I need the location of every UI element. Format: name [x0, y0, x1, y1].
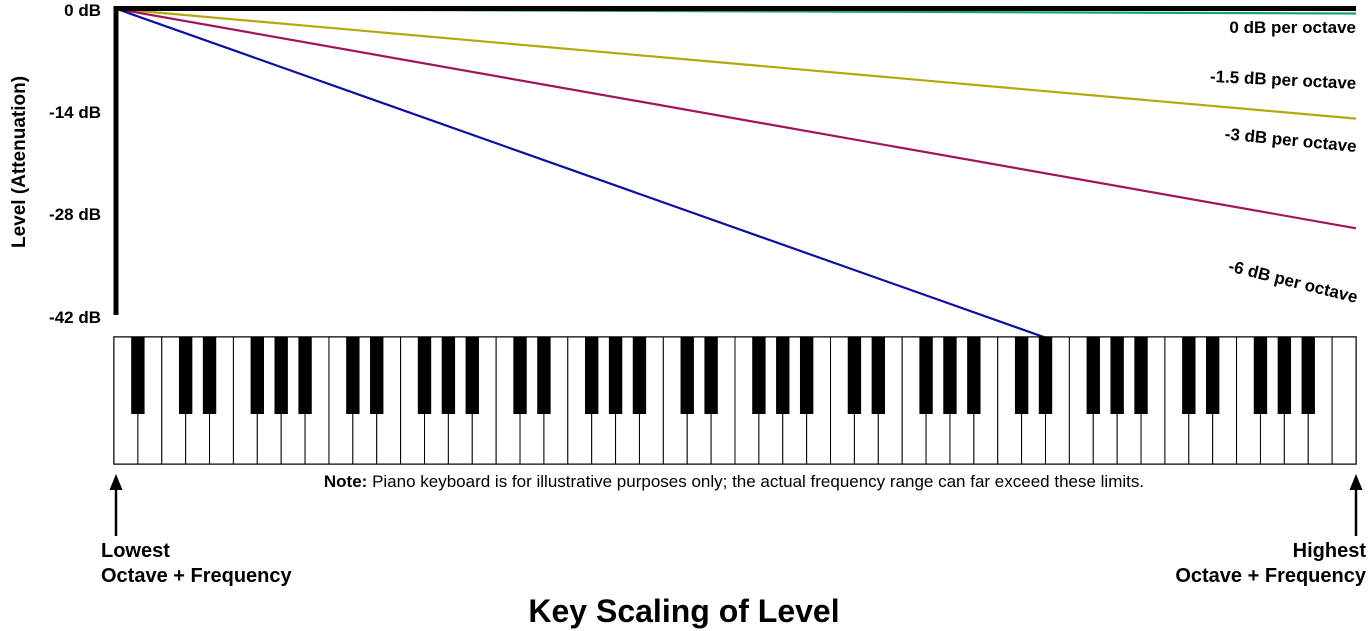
y-tick-label: -42 dB [49, 308, 101, 327]
lowest-label-line2: Octave + Frequency [101, 565, 293, 587]
black-key [632, 337, 647, 414]
black-key [250, 337, 264, 414]
black-key [704, 337, 718, 414]
series-label-3db: -3 dB per octave [1224, 124, 1357, 156]
black-key [370, 337, 384, 414]
piano-keyboard [113, 336, 1357, 465]
black-key [967, 337, 981, 414]
black-key [776, 337, 790, 414]
black-key [1277, 337, 1292, 414]
white-key [1331, 336, 1357, 465]
y-tick-label: -14 dB [49, 103, 101, 122]
black-key [346, 337, 360, 414]
y-tick-label: 0 dB [64, 1, 101, 20]
highest-label-line1: Highest [1293, 540, 1367, 562]
black-key [919, 337, 933, 414]
black-key [1182, 337, 1196, 414]
black-key [1014, 337, 1029, 414]
lowest-label-line1: Lowest [101, 540, 170, 562]
series-label-0db: 0 dB per octave [1229, 18, 1356, 37]
black-key [537, 337, 551, 414]
black-key [799, 337, 814, 414]
y-axis-label: Level (Attenuation) [9, 76, 30, 248]
black-key [680, 337, 694, 414]
black-key [847, 337, 862, 414]
black-key [608, 337, 623, 414]
black-key [585, 337, 599, 414]
note-label: Note: [324, 472, 367, 491]
black-key [202, 337, 217, 414]
black-key [131, 337, 145, 414]
black-key [417, 337, 432, 414]
series-label-1-5db: -1.5 dB per octave [1210, 67, 1357, 93]
black-key [1301, 337, 1315, 414]
black-key [752, 337, 766, 414]
black-key [1134, 337, 1148, 414]
black-key [1086, 337, 1100, 414]
series-label-6db: -6 dB per octave [1227, 256, 1360, 306]
black-key [465, 337, 479, 414]
lowest-arrow-icon [109, 474, 123, 536]
black-key [1110, 337, 1124, 414]
highest-label-line2: Octave + Frequency [1175, 565, 1367, 587]
black-key [1038, 337, 1053, 414]
keyboard-note: Note: Piano keyboard is for illustrative… [324, 472, 1144, 491]
y-tick-label: -28 dB [49, 205, 101, 224]
black-key [1253, 337, 1268, 414]
black-key [513, 337, 527, 414]
black-key [441, 337, 456, 414]
black-key [871, 337, 885, 414]
note-text: Piano keyboard is for illustrative purpo… [367, 472, 1144, 491]
black-key [298, 337, 312, 414]
series-line [116, 7, 1357, 120]
diagram-title: Key Scaling of Level [528, 593, 839, 629]
black-key [1206, 337, 1220, 414]
highest-arrow-icon [1349, 474, 1363, 536]
black-key [178, 337, 193, 414]
series-line [116, 7, 1357, 230]
black-key [943, 337, 957, 414]
black-key [274, 337, 288, 414]
